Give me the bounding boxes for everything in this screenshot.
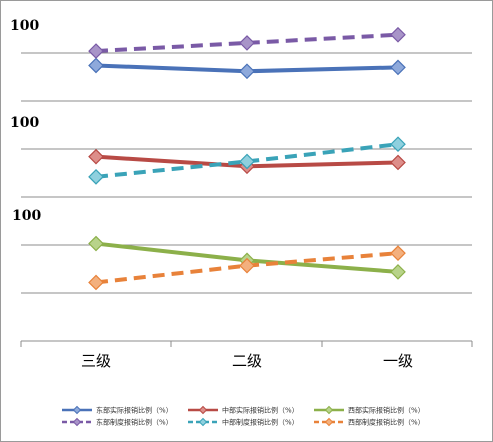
legend-label: 东部实际报销比例（%）: [96, 406, 173, 415]
legend-label: 西部实际报销比例（%）: [348, 406, 425, 415]
data-point-marker: [88, 235, 104, 252]
legend-label: 东部制度报销比例（%）: [96, 418, 173, 427]
legend-label: 中部制度报销比例（%）: [222, 418, 299, 427]
series-line-3: [95, 142, 399, 179]
data-point-marker: [239, 63, 255, 80]
data-point-marker: [390, 136, 406, 153]
data-point-marker: [88, 148, 104, 165]
data-point-marker: [88, 168, 104, 185]
x-tick-label: 一级: [383, 352, 413, 370]
panel-label-east: 100: [10, 18, 39, 34]
data-point-marker: [239, 153, 255, 170]
legend-swatch-marker: [72, 417, 82, 427]
x-tick-label: 三级: [81, 352, 111, 370]
data-point-marker: [390, 59, 406, 76]
legend-swatch-marker: [324, 417, 334, 427]
panel-label-west: 100: [12, 208, 41, 224]
data-point-marker: [239, 35, 255, 51]
series-line-1: [95, 32, 399, 54]
legend-label: 西部制度报销比例（%）: [348, 418, 425, 427]
legend-swatch-marker: [198, 405, 208, 415]
legend: 东部实际报销比例（%） 中部实际报销比例（%） 西部实际报销比例（%） 东部制度报销比…: [62, 406, 425, 427]
legend-swatch-marker: [198, 417, 208, 427]
series-layer: [88, 26, 406, 291]
panel-label-central: 100: [10, 115, 39, 131]
data-point-marker: [88, 274, 104, 291]
legend-label: 中部实际报销比例（%）: [222, 406, 299, 415]
data-point-marker: [390, 245, 406, 262]
data-point-marker: [88, 43, 104, 59]
data-point-marker: [390, 264, 406, 280]
series-line-5: [95, 251, 399, 285]
data-point-marker: [390, 26, 406, 43]
data-point-marker: [390, 154, 406, 171]
legend-swatch-marker: [324, 405, 334, 415]
legend-swatch-marker: [72, 405, 82, 415]
data-point-marker: [88, 57, 104, 74]
data-point-marker: [239, 257, 255, 274]
x-tick-label: 二级: [232, 352, 262, 370]
